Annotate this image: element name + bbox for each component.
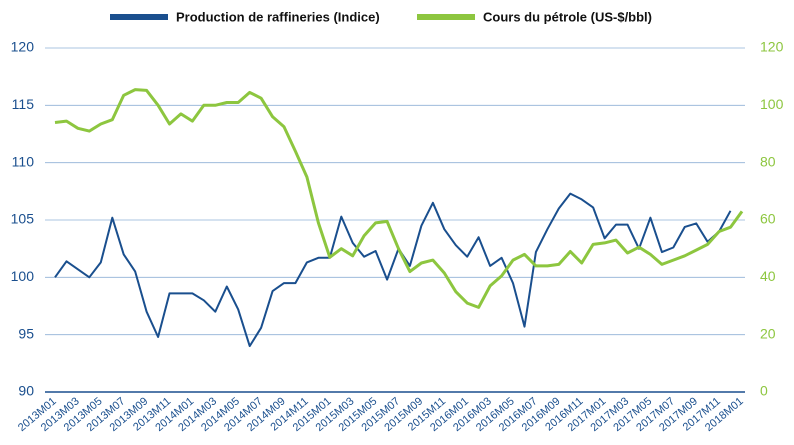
legend-label: Cours du pétrole (US-$/bbl)	[483, 9, 652, 24]
y-tick-label: 110	[12, 153, 35, 169]
y-tick-label: 120	[11, 39, 35, 55]
y2-tick-label: 40	[760, 268, 776, 284]
y-tick-label: 105	[11, 211, 35, 227]
y2-tick-label: 120	[760, 39, 784, 55]
y2-tick-label: 60	[760, 211, 776, 227]
y-tick-label: 100	[11, 268, 35, 284]
y2-tick-label: 20	[760, 325, 776, 341]
y2-tick-label: 0	[760, 383, 768, 399]
y-tick-label: 115	[12, 96, 35, 112]
y-tick-label: 95	[18, 325, 34, 341]
series-line	[54, 88, 744, 309]
y2-tick-label: 80	[760, 153, 776, 169]
y-tick-label: 90	[18, 383, 34, 399]
series-line	[54, 192, 732, 348]
legend-label: Production de raffineries (Indice)	[176, 9, 380, 24]
y2-tick-label: 100	[760, 96, 784, 112]
